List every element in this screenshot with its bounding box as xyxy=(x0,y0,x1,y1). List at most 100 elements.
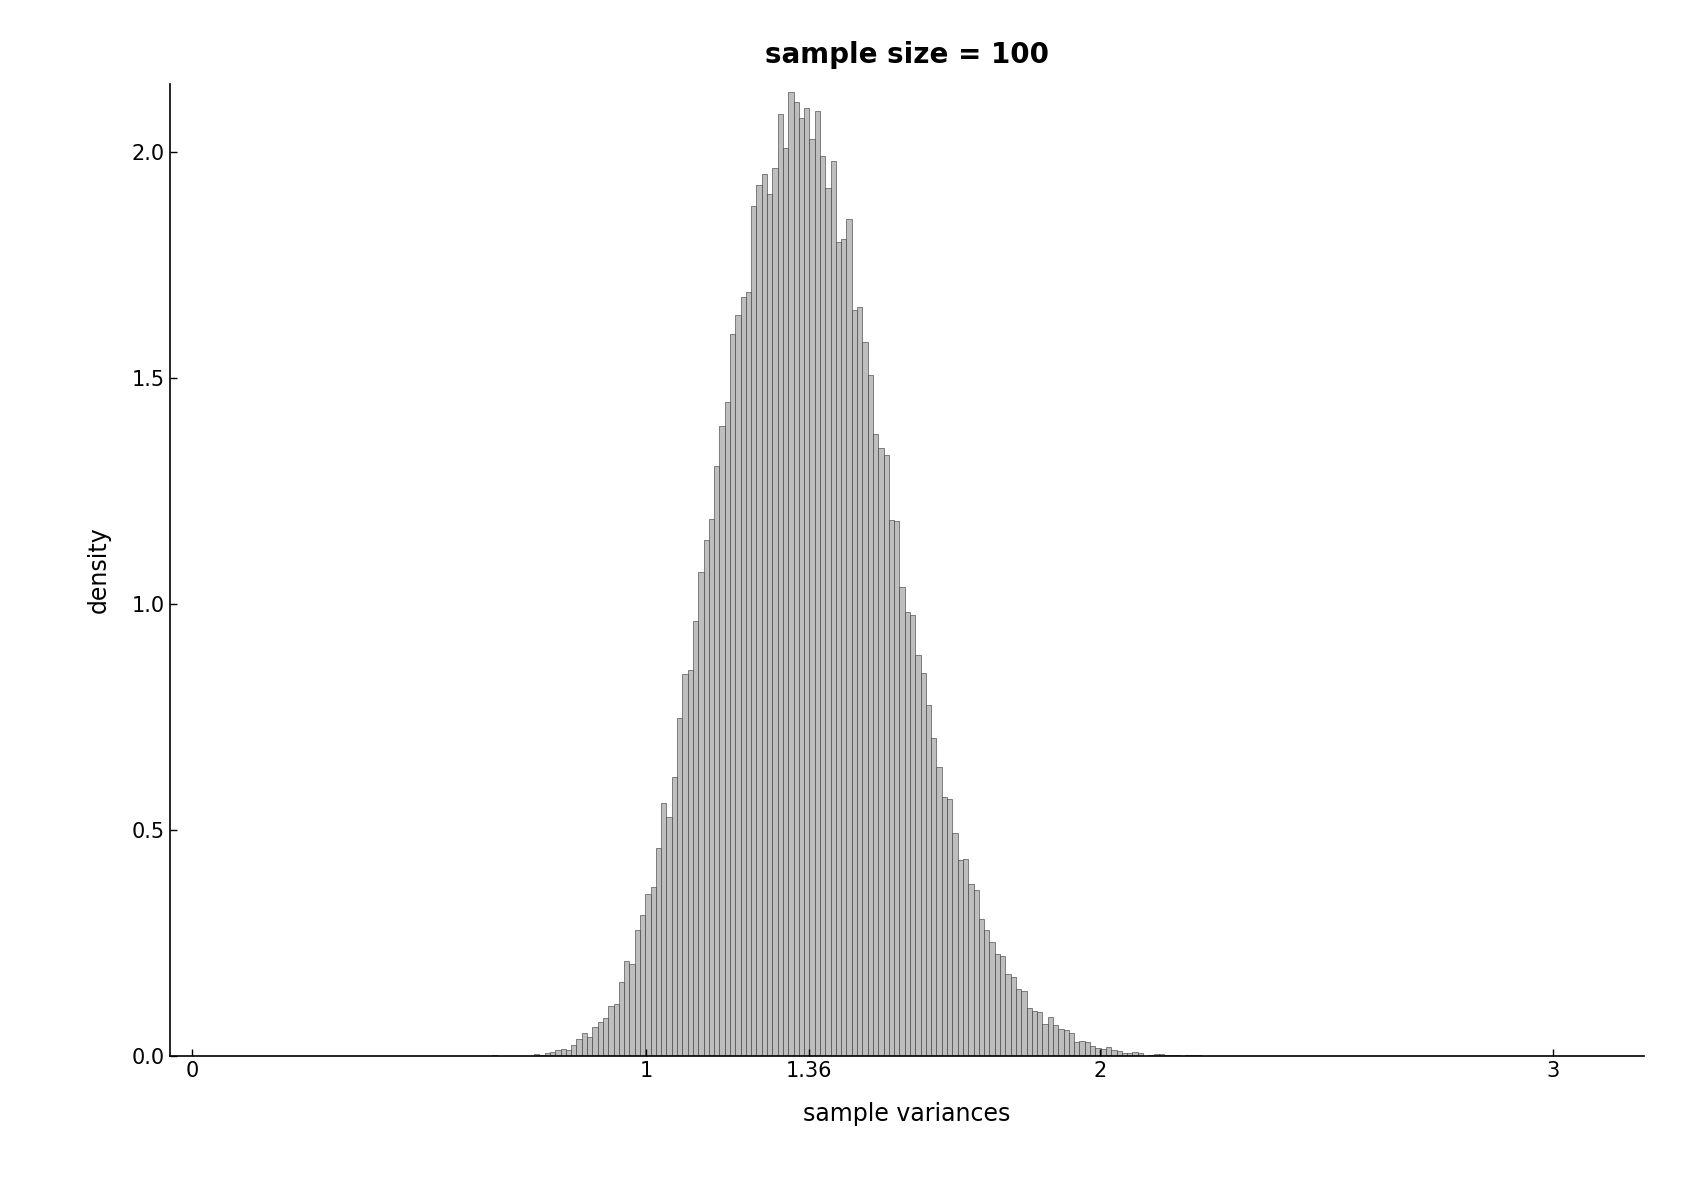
Bar xyxy=(544,1052,549,1056)
Bar xyxy=(793,102,798,1056)
Bar xyxy=(656,847,661,1056)
Bar xyxy=(773,168,778,1056)
Bar xyxy=(973,890,978,1056)
Bar xyxy=(925,704,931,1056)
Bar xyxy=(798,119,803,1056)
Bar xyxy=(905,612,910,1056)
Bar xyxy=(778,114,783,1056)
Bar xyxy=(576,1039,581,1056)
Bar xyxy=(895,521,900,1056)
Bar xyxy=(948,799,953,1056)
Bar xyxy=(820,156,825,1056)
Bar xyxy=(592,1027,598,1056)
Bar xyxy=(1080,1042,1085,1056)
Bar xyxy=(731,334,736,1056)
Bar xyxy=(586,1037,592,1056)
Bar xyxy=(651,888,656,1056)
Bar xyxy=(1095,1049,1100,1056)
Bar xyxy=(761,174,768,1056)
Bar xyxy=(931,738,937,1056)
Bar xyxy=(561,1049,566,1056)
Bar xyxy=(641,914,646,1056)
Bar xyxy=(571,1045,576,1056)
Bar xyxy=(1117,1051,1122,1056)
Bar xyxy=(1020,990,1027,1056)
Bar xyxy=(963,859,968,1056)
Bar xyxy=(1058,1030,1063,1056)
Bar xyxy=(858,307,863,1056)
Bar xyxy=(629,964,634,1056)
Bar xyxy=(719,426,725,1056)
Bar xyxy=(910,616,915,1056)
Bar xyxy=(1063,1030,1070,1056)
Bar xyxy=(942,797,948,1056)
Bar xyxy=(831,161,836,1056)
Bar xyxy=(1100,1049,1105,1056)
Title: sample size = 100: sample size = 100 xyxy=(764,41,1049,70)
Bar xyxy=(534,1055,539,1056)
Bar xyxy=(803,108,810,1056)
Bar xyxy=(556,1050,561,1056)
Bar xyxy=(736,314,741,1056)
Bar xyxy=(978,919,985,1056)
Bar xyxy=(1159,1055,1164,1056)
Bar xyxy=(725,402,731,1056)
Bar xyxy=(603,1018,609,1056)
Bar xyxy=(768,193,773,1056)
Bar xyxy=(614,1003,619,1056)
Bar xyxy=(995,954,1000,1056)
Bar xyxy=(841,239,846,1056)
Bar xyxy=(1085,1042,1090,1056)
Bar xyxy=(619,982,624,1056)
Bar xyxy=(825,188,831,1056)
Bar xyxy=(1032,1012,1037,1056)
Bar xyxy=(810,139,815,1056)
Bar xyxy=(1154,1054,1159,1056)
Bar xyxy=(900,587,905,1056)
Bar xyxy=(888,520,895,1056)
Bar xyxy=(549,1051,556,1056)
Bar xyxy=(688,671,693,1056)
Bar xyxy=(937,767,942,1056)
Y-axis label: density: density xyxy=(86,527,110,613)
Bar xyxy=(671,776,676,1056)
Bar xyxy=(1075,1042,1080,1056)
Bar xyxy=(676,718,683,1056)
Bar xyxy=(693,620,698,1056)
Bar xyxy=(873,433,878,1056)
Bar xyxy=(756,185,761,1056)
Bar xyxy=(634,930,641,1056)
Bar xyxy=(714,466,719,1056)
Bar xyxy=(1070,1033,1075,1056)
Bar xyxy=(1027,1008,1032,1056)
Bar xyxy=(883,456,888,1056)
Bar xyxy=(751,206,756,1056)
Bar xyxy=(853,310,858,1056)
Bar xyxy=(985,930,990,1056)
Bar xyxy=(990,942,995,1056)
Bar xyxy=(703,540,709,1056)
Bar xyxy=(1132,1051,1137,1056)
Bar xyxy=(920,673,925,1056)
Bar xyxy=(1015,989,1020,1056)
Bar xyxy=(698,572,703,1056)
Bar xyxy=(1112,1050,1117,1056)
Bar xyxy=(836,242,841,1056)
Bar xyxy=(661,803,666,1056)
Bar xyxy=(1137,1052,1142,1056)
Bar xyxy=(666,817,671,1056)
Bar xyxy=(581,1033,586,1056)
Bar xyxy=(1042,1024,1048,1056)
Bar xyxy=(783,148,788,1056)
Bar xyxy=(746,292,751,1056)
Bar xyxy=(915,655,920,1056)
Bar xyxy=(1090,1045,1095,1056)
Bar xyxy=(1127,1052,1132,1056)
Bar xyxy=(958,859,963,1056)
Bar xyxy=(1010,977,1015,1056)
Bar xyxy=(868,374,873,1056)
Bar xyxy=(1048,1018,1053,1056)
Bar xyxy=(953,833,958,1056)
Bar xyxy=(1005,974,1010,1056)
Bar xyxy=(878,448,883,1056)
